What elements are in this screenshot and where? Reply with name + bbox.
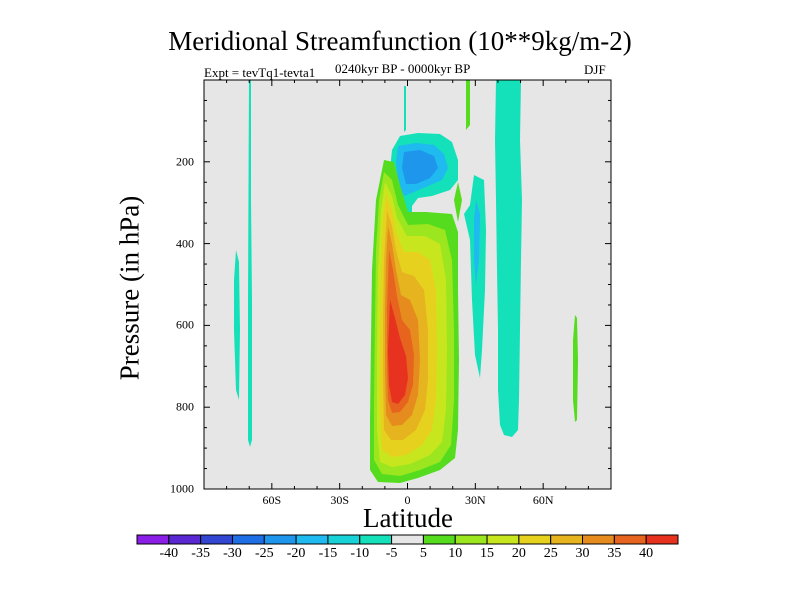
colorbar-level-label: -35 (191, 546, 210, 561)
nh-subtropical-negative-inner (474, 200, 480, 285)
colorbar-level-label: -5 (385, 546, 398, 561)
colorbar-level-label: 15 (480, 546, 495, 561)
upper-negative-cell-core (402, 150, 438, 184)
colorbar-swatch (645, 534, 679, 545)
upper-green-fragment-b (454, 182, 462, 222)
colorbar-swatch (613, 534, 647, 545)
colorbar-swatch (136, 534, 170, 545)
equatorial-upper-streak (404, 86, 406, 132)
colorbar-swatch (359, 534, 393, 545)
colorbar-swatch (168, 534, 202, 545)
colorbar (136, 534, 679, 545)
x-tick-label: 60S (262, 493, 282, 507)
colorbar-swatch (486, 534, 520, 545)
axis-ticks (203, 79, 612, 490)
sh-negative-streak-a (248, 80, 252, 447)
upper-green-fragment (466, 80, 470, 130)
colorbar-level-label: -20 (286, 546, 306, 561)
colorbar-swatch (454, 534, 488, 545)
y-tick-label: 600 (176, 317, 194, 332)
colorbar-level-label: -40 (159, 546, 179, 561)
colorbar-level-label: -15 (318, 546, 338, 561)
colorbar-level-label: 10 (448, 546, 463, 561)
season-label: DJF (584, 62, 606, 77)
y-tick-label: 1000 (170, 481, 194, 496)
x-tick-label: 60N (532, 493, 554, 507)
y-axis-label: Pressure (in hPa) (114, 195, 145, 381)
nh-midlatitude-negative-column (495, 80, 522, 437)
colorbar-level-label: -30 (223, 546, 242, 561)
x-tick-label: 30S (330, 493, 349, 507)
colorbar-swatch (263, 534, 297, 545)
colorbar-swatch (327, 534, 361, 545)
colorbar-swatch (231, 534, 265, 545)
x-axis-label: Latitude (363, 503, 453, 533)
colorbar-level-label: 35 (607, 546, 622, 561)
colorbar-swatch (550, 534, 584, 545)
colorbar-swatch (422, 534, 456, 545)
x-tick-label: 30N (464, 493, 486, 507)
experiment-label: Expt = tevTq1-tevta1 (204, 65, 316, 80)
colorbar-level-label: 5 (419, 546, 427, 561)
period-label: 0240kyr BP - 0000kyr BP (335, 61, 471, 76)
colorbar-level-label: 20 (511, 546, 526, 561)
colorbar-level-label: 25 (543, 546, 558, 561)
y-tick-label: 200 (176, 154, 194, 169)
hadley-cell-core-40 (388, 300, 408, 404)
colorbar-swatch (200, 534, 233, 545)
nh-polar-positive-streak (573, 315, 578, 422)
colorbar-level-label: 40 (639, 546, 654, 561)
colorbar-swatch (518, 534, 552, 545)
sh-negative-streak-b (234, 250, 240, 400)
x-tick-label: 0 (404, 493, 411, 507)
nh-subtropical-negative (464, 175, 486, 378)
colorbar-level-label: -10 (350, 546, 370, 561)
colorbar-level-label: -25 (254, 546, 274, 561)
contour-fills (234, 80, 578, 483)
y-tick-label: 400 (176, 236, 194, 251)
colorbar-level-label: 30 (575, 546, 590, 561)
colorbar-swatch (391, 534, 424, 545)
colorbar-swatch (295, 534, 329, 545)
y-tick-label: 800 (176, 399, 194, 414)
colorbar-swatch (582, 534, 615, 545)
chart-title: Meridional Streamfunction (10**9kg/m-2) (168, 26, 632, 56)
